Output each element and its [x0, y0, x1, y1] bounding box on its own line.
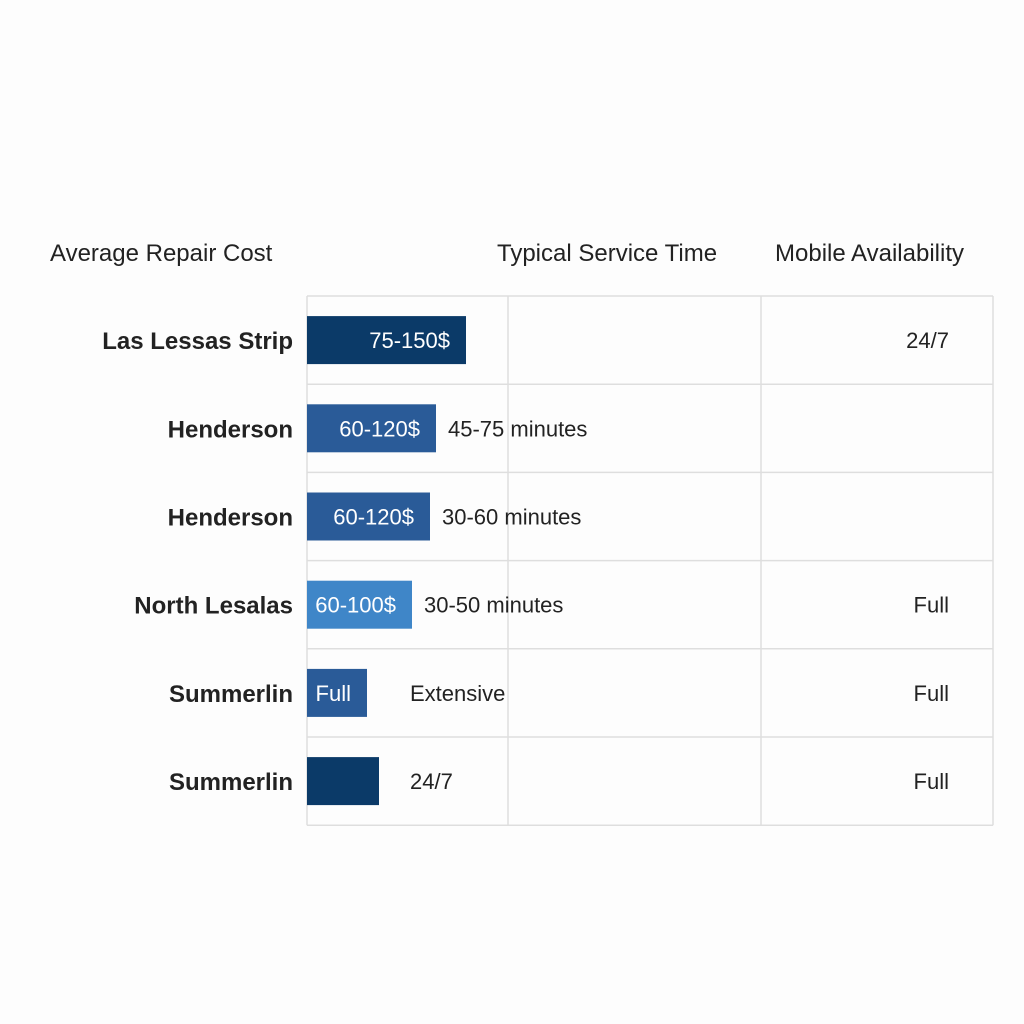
cost-bar	[307, 404, 436, 453]
table-row: Las Lessas Strip 75-150$ 24/7	[102, 316, 949, 365]
cost-bar	[307, 757, 379, 806]
table-row: Henderson 60-120$ 30-60 minutes	[168, 492, 581, 541]
mobile-availability-text: 24/7	[906, 328, 949, 353]
table-row: Henderson 60-120$ 45-75 minutes	[168, 404, 587, 453]
cost-bar	[307, 492, 430, 541]
cost-bar-label: Full	[316, 681, 351, 706]
cost-bar-label: 75-150$	[369, 328, 450, 353]
table-row: North Lesalas 60-100$ 30-50 minutes Full	[134, 580, 949, 629]
row-label: North Lesalas	[134, 593, 293, 620]
cost-bar-label: 60-120$	[339, 416, 420, 441]
table-rows: Las Lessas Strip 75-150$ 24/7 Henderson 60-1…	[102, 316, 949, 806]
mobile-availability-text: Full	[914, 769, 949, 794]
cost-bar	[307, 316, 466, 365]
service-time-text: 24/7	[410, 769, 453, 794]
service-time-text: Extensive	[410, 681, 505, 706]
row-label: Henderson	[168, 505, 293, 532]
table-grid	[306, 295, 994, 826]
row-label: Summerlin	[169, 681, 293, 708]
cost-bar	[307, 580, 412, 629]
cost-bar-label: 60-120$	[333, 505, 414, 530]
cost-bar-label: 60-100$	[315, 593, 396, 618]
service-time-text: 45-75 minutes	[448, 416, 587, 441]
table-row: Summerlin Full Extensive Full	[169, 668, 949, 717]
mobile-availability-text: Full	[914, 593, 949, 618]
table-row: Summerlin 24/7 Full	[169, 757, 949, 806]
service-time-text: 30-50 minutes	[424, 593, 563, 618]
cost-bar	[307, 668, 367, 717]
header-mobile-availability: Mobile Availability	[775, 240, 964, 267]
row-label: Las Lessas Strip	[102, 328, 293, 355]
row-label: Summerlin	[169, 769, 293, 796]
row-label: Henderson	[168, 416, 293, 443]
header-average-repair-cost: Average Repair Cost	[50, 240, 273, 267]
mobile-availability-text: Full	[914, 681, 949, 706]
service-time-text: 30-60 minutes	[442, 505, 581, 530]
header-typical-service-time: Typical Service Time	[497, 240, 718, 267]
